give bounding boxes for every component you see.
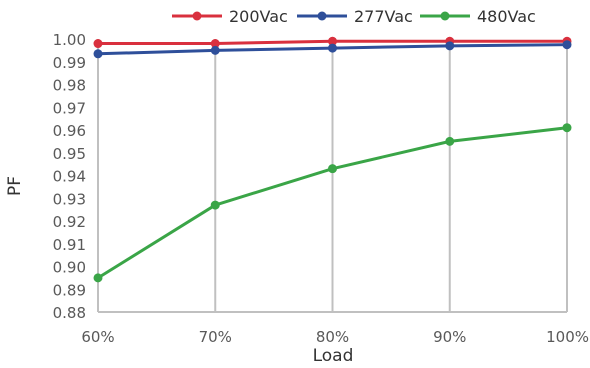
- data-point: [210, 200, 220, 210]
- y-tick-label: 0.98: [53, 77, 86, 95]
- y-tick-label: 0.96: [53, 122, 86, 140]
- y-tick-label: 0.94: [53, 168, 86, 186]
- legend-label: 480Vac: [477, 7, 536, 26]
- x-axis-ticks: 60% 70% 80% 90% 100%: [81, 328, 589, 346]
- data-point: [93, 273, 103, 283]
- legend-item-480Vac: 480Vac: [420, 7, 536, 26]
- y-tick-label: 0.93: [53, 190, 86, 208]
- x-tick-label: 100%: [546, 328, 589, 346]
- series-480Vac: [93, 123, 572, 283]
- series-lines: [93, 36, 572, 283]
- y-axis-ticks: 0.88 0.89 0.90 0.91 0.92 0.93 0.94 0.95 0.96 0.97…: [53, 31, 86, 322]
- data-point: [93, 49, 103, 59]
- y-tick-label: 0.95: [53, 145, 86, 163]
- legend-label: 200Vac: [229, 7, 288, 26]
- data-point: [328, 43, 337, 53]
- x-tick-label: 70%: [199, 328, 232, 346]
- y-tick-label: 0.92: [53, 213, 86, 231]
- y-tick-label: 0.99: [53, 54, 86, 72]
- y-axis-label: PF: [5, 176, 25, 196]
- data-point: [445, 41, 455, 51]
- legend-label: 277Vac: [354, 7, 413, 26]
- data-point: [328, 164, 337, 174]
- x-tick-label: 80%: [316, 328, 349, 346]
- y-tick-label: 0.88: [53, 304, 86, 322]
- data-point: [328, 36, 337, 46]
- data-point: [562, 40, 572, 50]
- vertical-grid: [97, 39, 568, 313]
- y-tick-label: 0.90: [53, 259, 86, 277]
- x-tick-label: 90%: [433, 328, 466, 346]
- legend-swatch-marker: [192, 11, 202, 21]
- legend-item-200Vac: 200Vac: [172, 7, 288, 26]
- y-tick-label: 0.91: [53, 236, 86, 254]
- legend-swatch-marker: [440, 11, 450, 21]
- data-point: [210, 45, 220, 55]
- y-tick-label: 0.89: [53, 281, 86, 299]
- x-tick-label: 60%: [81, 328, 114, 346]
- series-277Vac: [93, 40, 572, 59]
- y-tick-label: 0.97: [53, 99, 86, 117]
- data-point: [562, 123, 572, 133]
- legend-swatch-marker: [317, 11, 327, 21]
- legend: 200Vac 277Vac 480Vac: [172, 7, 536, 26]
- x-axis-label: Load: [313, 346, 354, 366]
- data-point: [93, 39, 103, 49]
- y-tick-label: 1.00: [53, 31, 86, 49]
- data-point: [445, 136, 455, 146]
- legend-item-277Vac: 277Vac: [297, 7, 413, 26]
- data-point: [210, 39, 220, 49]
